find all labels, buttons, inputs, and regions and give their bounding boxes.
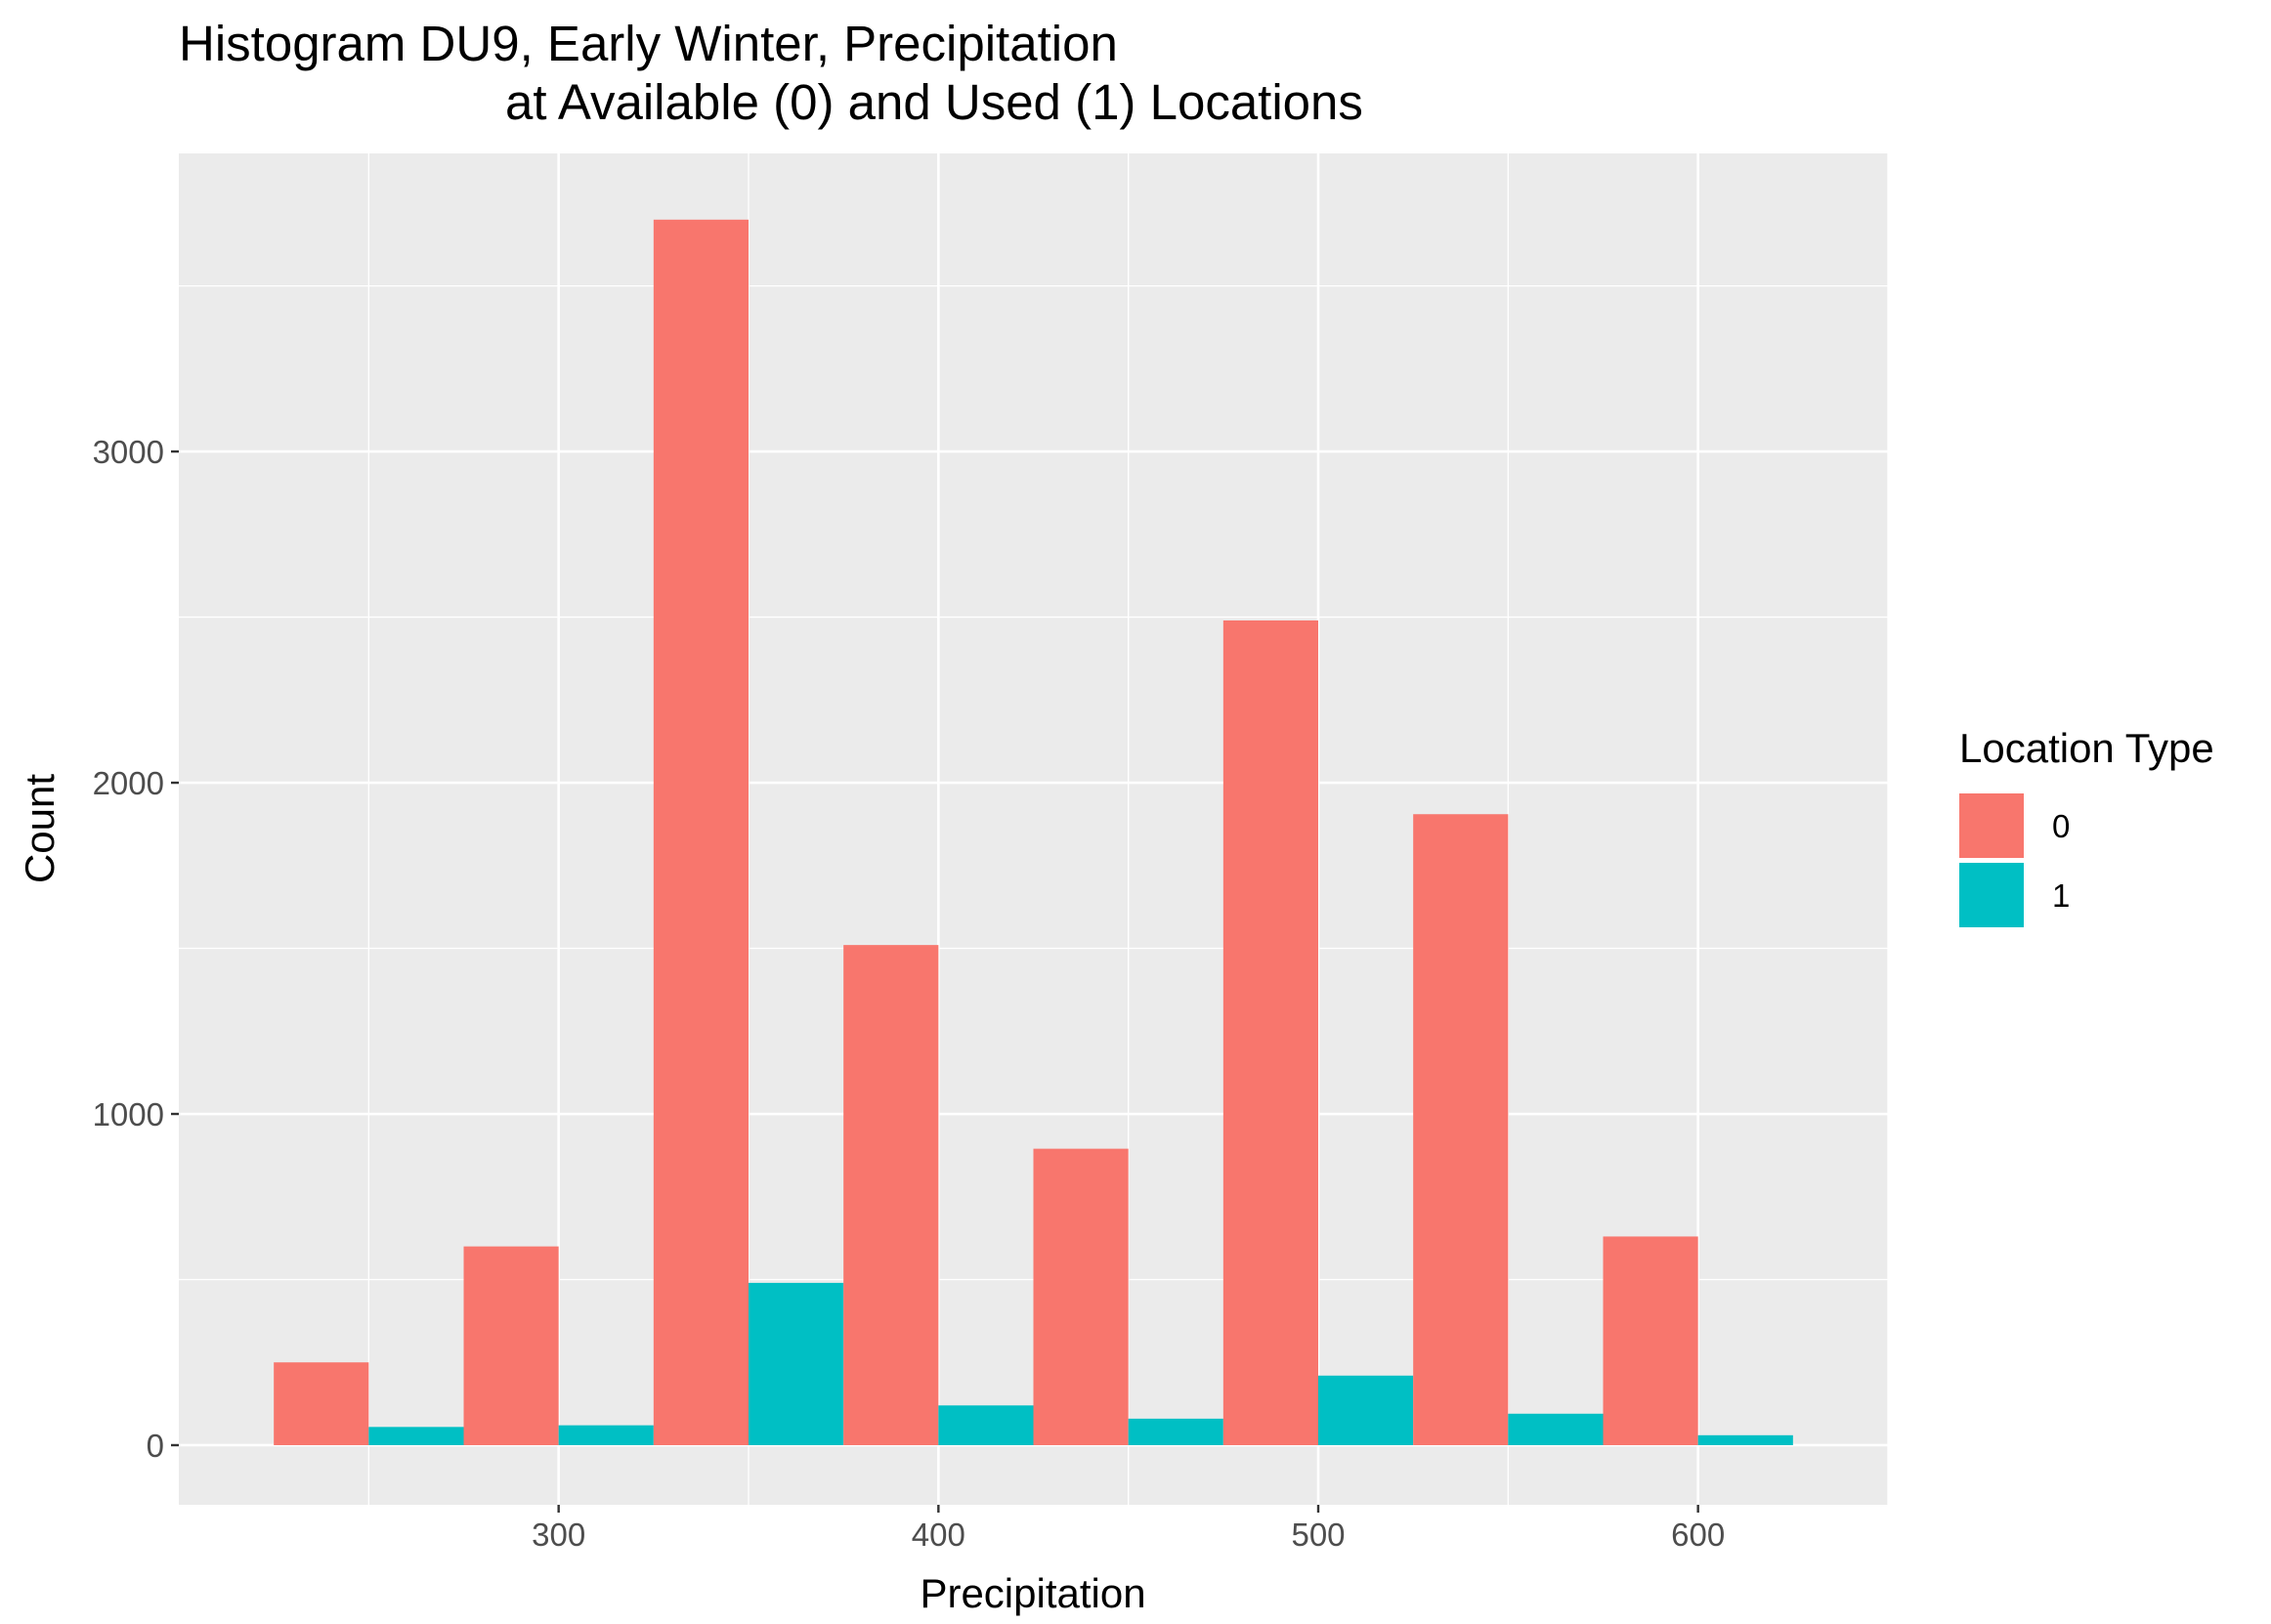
bar-series-0 — [274, 1362, 369, 1445]
bar-series-0 — [843, 945, 939, 1445]
y-tick-label: 0 — [147, 1428, 164, 1464]
bar-series-1 — [749, 1282, 844, 1445]
y-tick-label: 3000 — [93, 434, 164, 470]
bar-series-1 — [1128, 1418, 1223, 1445]
bar-series-0 — [1222, 620, 1318, 1445]
bar-series-1 — [558, 1425, 654, 1445]
bar-series-0 — [1603, 1236, 1698, 1445]
legend-key-1 — [1959, 863, 2024, 927]
bar-series-1 — [1508, 1413, 1604, 1445]
bar-series-0 — [653, 219, 749, 1445]
bar-series-1 — [368, 1427, 464, 1445]
y-axis-title: Count — [17, 774, 63, 883]
legend-label-0: 0 — [2052, 808, 2070, 844]
legend-title: Location Type — [1959, 725, 2214, 771]
x-tick-label: 400 — [912, 1517, 965, 1553]
legend: Location Type 0 1 — [1959, 725, 2214, 927]
bar-series-0 — [1413, 814, 1509, 1445]
chart-title-line-1: Histogram DU9, Early Winter, Precipitati… — [179, 16, 1118, 71]
x-axis-title: Precipitation — [920, 1570, 1145, 1616]
x-tick-label: 300 — [532, 1517, 585, 1553]
y-tick-label: 2000 — [93, 765, 164, 801]
y-tick-label: 1000 — [93, 1096, 164, 1133]
x-tick-label: 500 — [1291, 1517, 1345, 1553]
legend-label-1: 1 — [2052, 877, 2070, 914]
x-axis: 300 400 500 600 — [532, 1505, 1725, 1553]
y-axis: 0 1000 2000 3000 — [93, 434, 179, 1464]
chart-title-line-2: at Available (0) and Used (1) Locations — [505, 74, 1363, 130]
bar-series-1 — [1697, 1434, 1793, 1445]
bar-series-0 — [463, 1246, 559, 1445]
bars — [274, 219, 1793, 1445]
bar-series-0 — [1033, 1148, 1129, 1445]
legend-key-0 — [1959, 793, 2024, 858]
x-tick-label: 600 — [1671, 1517, 1725, 1553]
bar-series-1 — [938, 1405, 1034, 1445]
bar-series-1 — [1318, 1375, 1414, 1445]
